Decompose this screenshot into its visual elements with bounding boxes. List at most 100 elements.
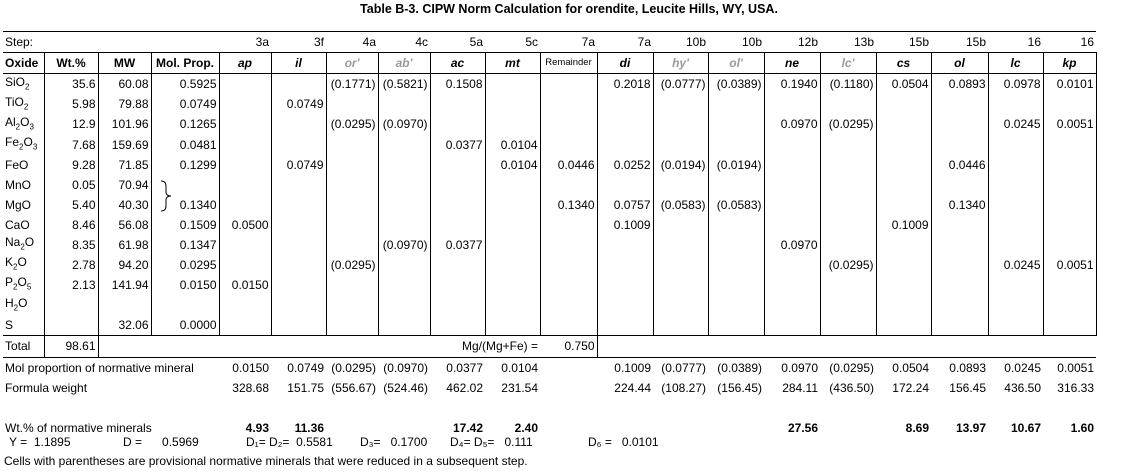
oxide-subscript: 2 [13, 262, 18, 272]
formula-weight-cell: (156.45) [717, 380, 762, 395]
wt-normative-cell: 1.60 [1070, 420, 1094, 435]
mineral-cell [219, 73, 272, 95]
wt-normative-cell [653, 418, 708, 438]
wt-normative-label: Wt.% of normative minerals [5, 420, 152, 435]
mineral-cell [764, 255, 821, 276]
formula-weight-cell: (108.27) [661, 380, 706, 395]
d3-value: 0.1700 [390, 435, 428, 449]
step-cell: 3f [271, 30, 326, 53]
mineral-cell [764, 134, 821, 155]
mineral-cell [876, 194, 932, 215]
mineral-cell [271, 174, 327, 195]
mineral-cell [378, 194, 431, 215]
oxide-formula: P [5, 275, 14, 290]
mol-proportion-cell: 0.1009 [614, 360, 651, 375]
mg-label: Mg/(Mg+Fe) = [430, 335, 540, 358]
mineral-cell [653, 94, 709, 115]
mineral-cell: 0.0252 [597, 154, 654, 175]
mineral-cell [485, 114, 541, 135]
y-parameter: Y = 1.1895 [9, 435, 71, 449]
wt-normative-cell: 2.40 [514, 420, 538, 435]
mineral-cell [378, 154, 431, 175]
wt-value: 7.68 [44, 134, 99, 155]
mineral-cell: (0.0194) [708, 154, 765, 175]
mineral-cell [326, 94, 379, 115]
mineral-cell: 0.0104 [485, 134, 541, 155]
mineral-cell [430, 214, 486, 235]
step-cell: 16 [988, 30, 1043, 53]
mineral-cell [764, 94, 821, 115]
wt-value: 12.9 [44, 114, 99, 135]
mineral-cell [540, 234, 598, 256]
mineral-cell: (0.0295) [820, 114, 877, 135]
oxide-row: MnO 0.05 70.94 [3, 174, 1097, 195]
mineral-cell [219, 94, 272, 115]
step-cell: 5a [430, 30, 485, 53]
mineral-cell: 0.0893 [931, 73, 989, 95]
mineral-cell [820, 295, 877, 316]
mol-proportion-cell: 0.0749 [287, 360, 324, 375]
mineral-cell [820, 275, 877, 296]
oxide-subscript: 2 [15, 122, 21, 132]
mineral-cell [708, 114, 765, 135]
mineral-cell: 0.0446 [931, 154, 989, 175]
mol-value: 0.0295 [151, 255, 220, 276]
oxide-name: CaO [3, 214, 45, 235]
d-value: 0.5969 [162, 435, 199, 449]
mineral-cell: (0.0583) [653, 194, 709, 215]
mol-proportion-cell: (0.0295) [829, 360, 874, 375]
mineral-cell [988, 94, 1044, 115]
mol-proportion-cell: 0.0970 [781, 360, 818, 375]
wt-normative-cell: 4.93 [245, 420, 269, 435]
mineral-cell [430, 114, 486, 135]
mw-value: 60.08 [98, 73, 152, 95]
mineral-cell [430, 295, 486, 316]
mol-header: Mol. Prop. [151, 52, 220, 75]
mineral-cell [820, 214, 877, 235]
oxide-row: Fe2O3 7.68 159.69 0.0481 0.0377 0.0104 [3, 134, 1097, 155]
mineral-cell [271, 194, 327, 215]
oxide-name: MnO [3, 174, 45, 195]
mineral-cell: 0.0245 [988, 114, 1044, 135]
mineral-cell [378, 315, 431, 336]
mineral-cell [485, 214, 541, 235]
step-cell: 3a [219, 30, 271, 53]
blank-cell [708, 335, 764, 358]
mineral-cell: (0.0295) [326, 255, 379, 276]
oxide-name: MgO [3, 194, 45, 215]
oxide-formula-tail: O [24, 235, 35, 250]
mineral-cell [378, 255, 431, 276]
wt-value: 5.40 [44, 194, 99, 215]
mw-value: 94.20 [98, 255, 152, 276]
wt-header: Wt.% [44, 52, 99, 75]
wt-value: 8.35 [44, 234, 99, 256]
mineral-cell: 0.1340 [931, 194, 989, 215]
mineral-cell [876, 295, 932, 316]
mineral-cell: 0.0377 [430, 134, 486, 155]
mineral-cell [271, 255, 327, 276]
mineral-cell [540, 315, 598, 336]
mineral-cell [326, 214, 379, 235]
mineral-cell: 0.0749 [271, 94, 327, 115]
wt-value: 2.78 [44, 255, 99, 276]
mineral-cell: 0.0970 [764, 114, 821, 135]
mineral-cell [931, 295, 989, 316]
mineral-cell: 0.0245 [988, 255, 1044, 276]
blank-cell [764, 335, 820, 358]
oxide-row: SiO2 35.6 60.08 0.5925 (0.1771) (0.5821) 0.150… [3, 73, 1097, 95]
mw-value: 32.06 [98, 315, 152, 336]
mineral-cell [876, 94, 932, 115]
mineral-cell [988, 134, 1044, 155]
mineral-cell [271, 295, 327, 316]
blank-cell [151, 30, 219, 53]
step-cell: 4c [378, 30, 430, 53]
step-cell: 10b [708, 30, 764, 53]
wt-normative-cell: 27.56 [787, 420, 818, 435]
mineral-cell [430, 315, 486, 336]
oxide-row: K2O 2.78 94.20 0.0295 (0.0295) (0.0295) 0.0245… [3, 255, 1097, 276]
oxide-row: TiO2 5.98 79.88 0.0749 0.0749 [3, 94, 1097, 115]
step-cell: 15b [931, 30, 988, 53]
d4d5-value: 0.111 [504, 435, 533, 449]
oxide-formula: FeO [5, 157, 29, 172]
oxide-name: Na2O [3, 234, 45, 256]
